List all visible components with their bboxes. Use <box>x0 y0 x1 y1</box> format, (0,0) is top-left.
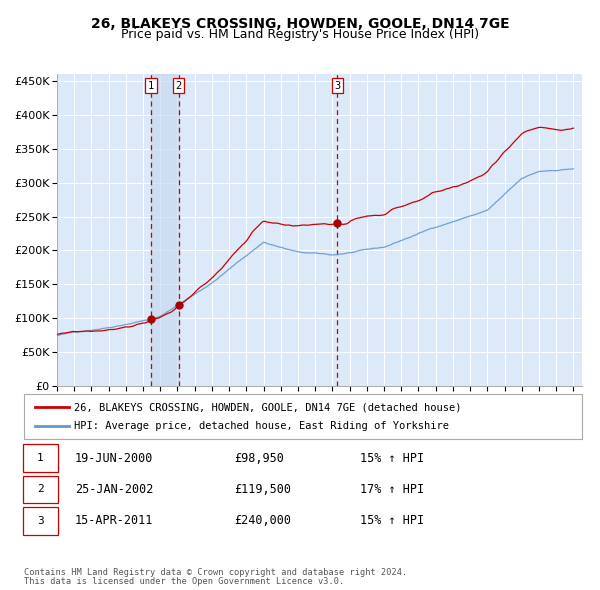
Text: £240,000: £240,000 <box>234 514 291 527</box>
Text: 1: 1 <box>148 81 154 91</box>
Text: 26, BLAKEYS CROSSING, HOWDEN, GOOLE, DN14 7GE: 26, BLAKEYS CROSSING, HOWDEN, GOOLE, DN1… <box>91 17 509 31</box>
Text: Price paid vs. HM Land Registry's House Price Index (HPI): Price paid vs. HM Land Registry's House … <box>121 28 479 41</box>
Text: 3: 3 <box>37 516 44 526</box>
Text: This data is licensed under the Open Government Licence v3.0.: This data is licensed under the Open Gov… <box>24 578 344 586</box>
Text: 19-JUN-2000: 19-JUN-2000 <box>75 451 154 465</box>
Bar <box>151 74 179 386</box>
Text: HPI: Average price, detached house, East Riding of Yorkshire: HPI: Average price, detached house, East… <box>74 421 449 431</box>
Text: 15% ↑ HPI: 15% ↑ HPI <box>360 514 424 527</box>
Text: 15-APR-2011: 15-APR-2011 <box>75 514 154 527</box>
Text: 1: 1 <box>37 453 44 463</box>
Text: 15% ↑ HPI: 15% ↑ HPI <box>360 451 424 465</box>
Text: 2: 2 <box>176 81 182 91</box>
Text: 25-JAN-2002: 25-JAN-2002 <box>75 483 154 496</box>
Text: 17% ↑ HPI: 17% ↑ HPI <box>360 483 424 496</box>
Text: £98,950: £98,950 <box>234 451 284 465</box>
Text: Contains HM Land Registry data © Crown copyright and database right 2024.: Contains HM Land Registry data © Crown c… <box>24 568 407 577</box>
Text: £119,500: £119,500 <box>234 483 291 496</box>
Text: 3: 3 <box>334 81 340 91</box>
Text: 26, BLAKEYS CROSSING, HOWDEN, GOOLE, DN14 7GE (detached house): 26, BLAKEYS CROSSING, HOWDEN, GOOLE, DN1… <box>74 402 461 412</box>
Text: 2: 2 <box>37 484 44 494</box>
